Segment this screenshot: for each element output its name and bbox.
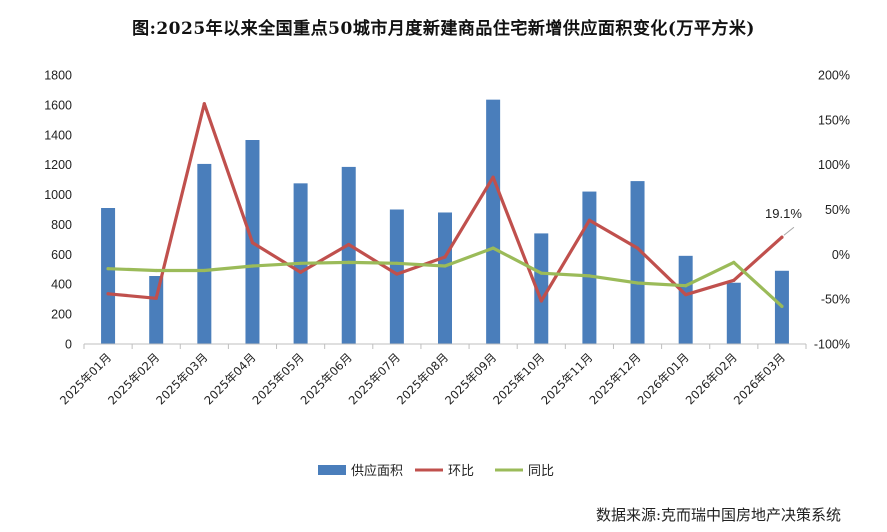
bar (582, 191, 597, 344)
left-tick-label: 200 (51, 308, 72, 322)
bar (486, 99, 501, 345)
bar (726, 282, 741, 344)
point (106, 267, 110, 271)
point (635, 281, 640, 285)
point (780, 235, 784, 239)
point (635, 246, 640, 250)
point (491, 246, 495, 250)
point (684, 293, 688, 297)
point (539, 299, 543, 303)
bar (630, 181, 645, 344)
chart-title: 图:2025年以来全国重点50城市月度新建商品住宅新增供应面积变化(万平方米) (132, 19, 755, 39)
legend: 供应面积 环比 同比 (318, 463, 554, 479)
point (202, 102, 206, 106)
left-tick-label: 1600 (44, 98, 72, 112)
point (299, 261, 303, 265)
left-tick-label: 1200 (44, 158, 72, 172)
bar-series (101, 99, 789, 345)
annotation-label: 19.1% (765, 206, 802, 221)
legend-label: 同比 (528, 464, 554, 479)
bar (197, 163, 212, 344)
point (154, 296, 158, 300)
left-tick-label: 800 (51, 218, 72, 232)
point (395, 272, 399, 276)
x-axis: 2025年01月2025年02月2025年03月2025年04月2025年05月… (57, 344, 807, 407)
source-note: 数据来源:克而瑞中国房地产决策系统 (595, 506, 841, 524)
bar (438, 212, 452, 344)
right-tick-label: -100% (814, 338, 850, 352)
right-tick-label: 0% (832, 248, 850, 262)
bar (149, 276, 164, 344)
legend-label: 环比 (448, 464, 474, 479)
right-tick-label: 200% (818, 69, 850, 83)
left-tick-label: 0 (65, 338, 72, 352)
left-tick-label: 1400 (44, 128, 72, 142)
point (106, 292, 110, 296)
point (443, 255, 447, 259)
right-tick-label: 100% (818, 158, 850, 172)
left-tick-label: 1000 (44, 188, 72, 202)
point (587, 274, 592, 278)
point (347, 260, 351, 265)
point (299, 270, 303, 274)
point (587, 218, 592, 222)
line-series (106, 102, 784, 308)
point (684, 284, 688, 288)
legend-swatch (318, 465, 346, 475)
bar (341, 166, 356, 344)
point (780, 304, 784, 308)
bar (101, 208, 116, 344)
point (539, 271, 543, 275)
annotation: 19.1% (765, 206, 802, 236)
right-tick-label: 50% (825, 203, 850, 217)
left-tick-label: 400 (51, 278, 72, 292)
left-axis: 0 200 400 600 800 1000 1200 1400 1600 1800 (44, 69, 72, 352)
point (154, 268, 158, 273)
right-axis: -100% -50% 0% 50% 100% 150% 200% (814, 69, 850, 352)
point (347, 242, 351, 247)
point (732, 260, 736, 265)
annotation-leader (783, 226, 795, 236)
point (443, 264, 447, 268)
point (250, 241, 255, 245)
bar (389, 209, 404, 344)
point (491, 175, 495, 179)
legend-label: 供应面积 (351, 463, 403, 479)
point (395, 261, 399, 265)
point (202, 268, 206, 273)
left-tick-label: 1800 (44, 69, 72, 83)
left-tick-label: 600 (51, 248, 72, 262)
point (250, 264, 255, 268)
right-tick-label: 150% (818, 113, 850, 127)
point (732, 278, 736, 282)
x-tick-label: 2026年03月 (731, 350, 788, 407)
right-tick-label: -50% (821, 293, 850, 307)
bar (534, 233, 549, 344)
bar (678, 255, 693, 344)
